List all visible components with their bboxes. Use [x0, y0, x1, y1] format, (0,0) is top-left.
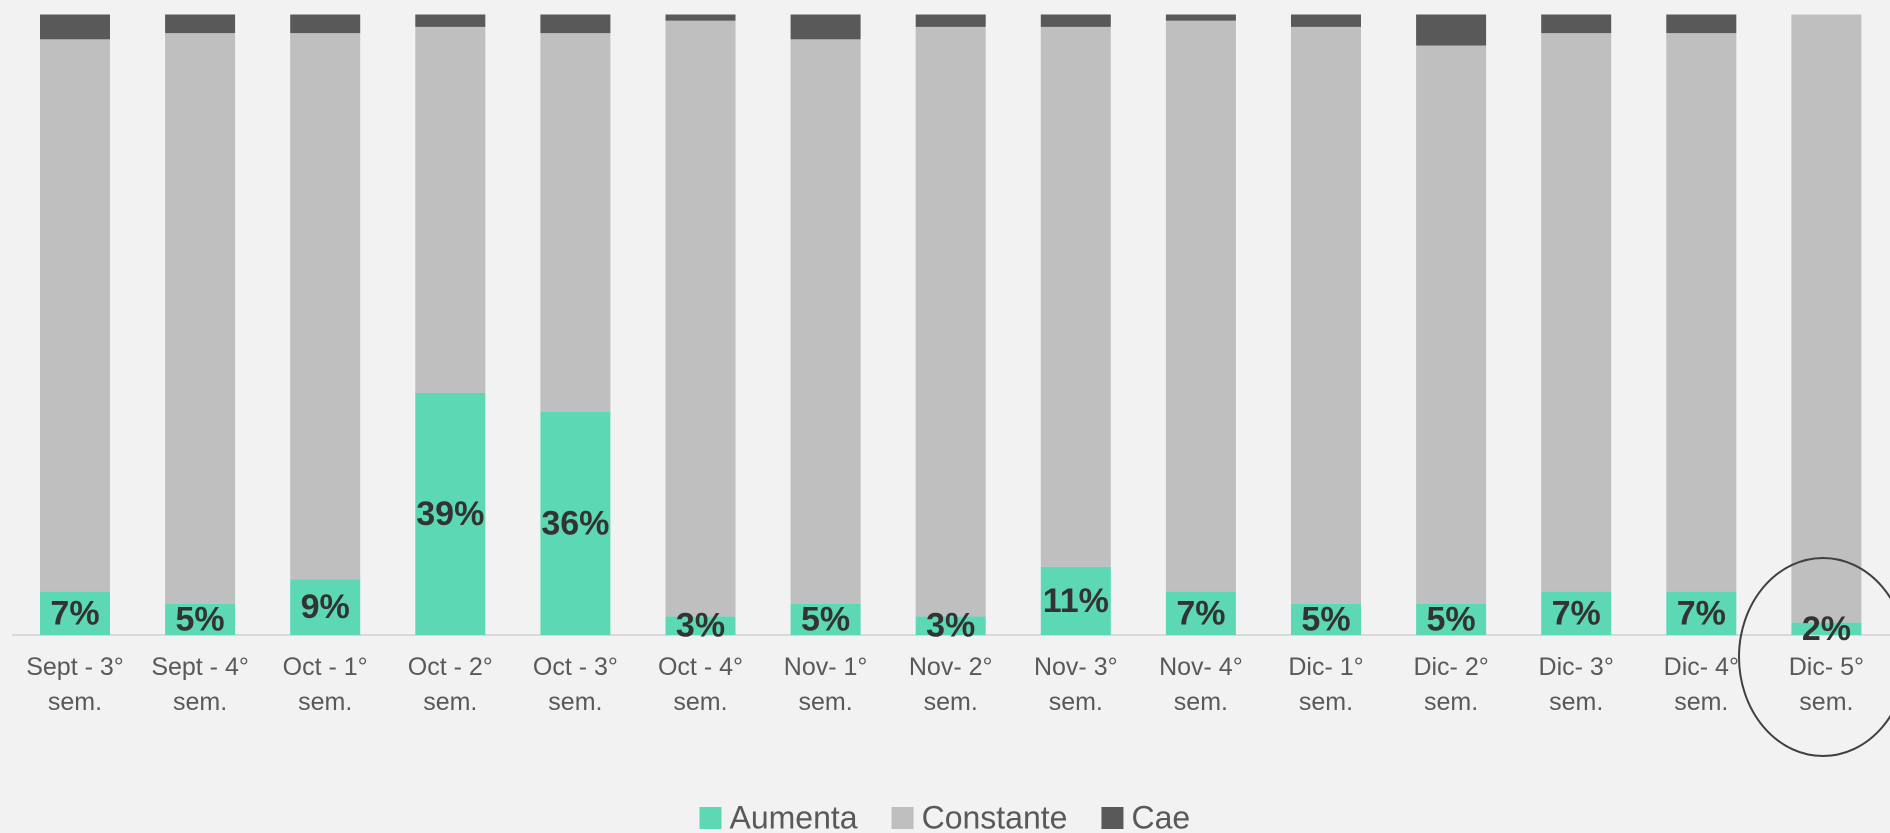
- bar-segment: [1165, 20, 1236, 592]
- x-tick-label: Nov- 2° sem.: [908, 653, 993, 716]
- x-tick-label: Oct - 1° sem.: [282, 653, 368, 716]
- bar-segment: [790, 603, 861, 635]
- bar-segment: [1165, 591, 1236, 635]
- data-label: 3%: [926, 607, 975, 645]
- bar-segment: [1541, 14, 1612, 34]
- bar-segment: [1416, 603, 1487, 635]
- bar-segment: [1666, 591, 1737, 635]
- bar-segment: [1541, 33, 1612, 592]
- bar-segment: [1791, 14, 1862, 623]
- bar-segment: [1666, 33, 1737, 592]
- x-tick-label: Sept - 3° sem.: [26, 653, 124, 716]
- bar-segment: [165, 33, 236, 604]
- bar-segment: [1040, 14, 1111, 27]
- legend-label: Aumenta: [730, 799, 858, 833]
- legend-label: Cae: [1131, 799, 1190, 833]
- bar-segment: [915, 616, 986, 635]
- bar-segment: [1541, 591, 1612, 635]
- legend-swatch: [699, 807, 722, 829]
- data-label: 7%: [1176, 594, 1225, 632]
- bar-segment: [165, 14, 236, 34]
- legend-swatch: [891, 807, 914, 829]
- bar-segment: [665, 14, 736, 21]
- x-tick-label: Nov- 4° sem.: [1159, 653, 1243, 716]
- bar-segment: [40, 14, 110, 40]
- bar-segment: [1165, 14, 1236, 21]
- legend-label: Constante: [922, 799, 1068, 833]
- bar-segment: [1291, 603, 1361, 635]
- x-tick-label: Nov- 1° sem.: [783, 653, 868, 716]
- bar-segment: [915, 14, 986, 27]
- data-label: 7%: [1677, 594, 1726, 632]
- bar-segment: [1040, 566, 1111, 635]
- data-label: 5%: [1427, 600, 1476, 638]
- bar-segment: [1416, 14, 1487, 46]
- bar-segment: [915, 26, 986, 617]
- x-tick-label: Nov- 3° sem.: [1033, 653, 1118, 716]
- data-label: 7%: [50, 594, 99, 632]
- data-label: 5%: [1301, 600, 1350, 638]
- bar-segment: [290, 33, 361, 580]
- data-label: 3%: [676, 607, 725, 645]
- bar-segment: [1040, 26, 1111, 567]
- bar-segment: [415, 393, 486, 635]
- bar-segment: [1291, 14, 1361, 27]
- bar-segment: [290, 14, 361, 34]
- bar-segment: [290, 579, 361, 635]
- x-tick-label: Oct - 2° sem.: [407, 653, 493, 716]
- bar-segment: [165, 603, 236, 635]
- bar-segment: [540, 33, 611, 412]
- bar-segment: [665, 616, 736, 635]
- bar-segment: [540, 411, 611, 635]
- bar-segment: [790, 39, 861, 604]
- x-tick-label: Dic- 2° sem.: [1413, 653, 1489, 716]
- x-tick-label: Sept - 4° sem.: [151, 653, 249, 716]
- bar-segment: [1291, 26, 1361, 604]
- bar-segment: [415, 26, 486, 394]
- data-label: 5%: [176, 600, 225, 638]
- x-tick-label: Dic- 4° sem.: [1663, 653, 1739, 716]
- data-label: 7%: [1552, 594, 1601, 632]
- x-tick-label: Dic- 1° sem.: [1288, 653, 1364, 716]
- bar-segment: [1666, 14, 1737, 34]
- legend-swatch: [1101, 807, 1124, 829]
- data-label: 9%: [301, 588, 350, 626]
- bar-segment: [40, 39, 110, 592]
- bar-segment: [40, 591, 110, 635]
- data-label: 11%: [1043, 582, 1109, 620]
- data-label: 39%: [416, 495, 484, 533]
- bar-segment: [415, 14, 486, 27]
- x-tick-label: Oct - 4° sem.: [657, 653, 743, 716]
- bar-segment: [665, 20, 736, 617]
- bar-segment: [790, 14, 861, 40]
- x-tick-label: Dic- 3° sem.: [1538, 653, 1614, 716]
- data-label: 2%: [1802, 610, 1851, 648]
- data-label: 36%: [541, 504, 609, 542]
- x-tick-label: Dic- 5° sem.: [1788, 653, 1865, 716]
- bar-segment: [540, 14, 611, 34]
- x-tick-label: Oct - 3° sem.: [532, 653, 618, 716]
- data-label: 5%: [801, 600, 850, 638]
- bar-segment: [1416, 45, 1487, 604]
